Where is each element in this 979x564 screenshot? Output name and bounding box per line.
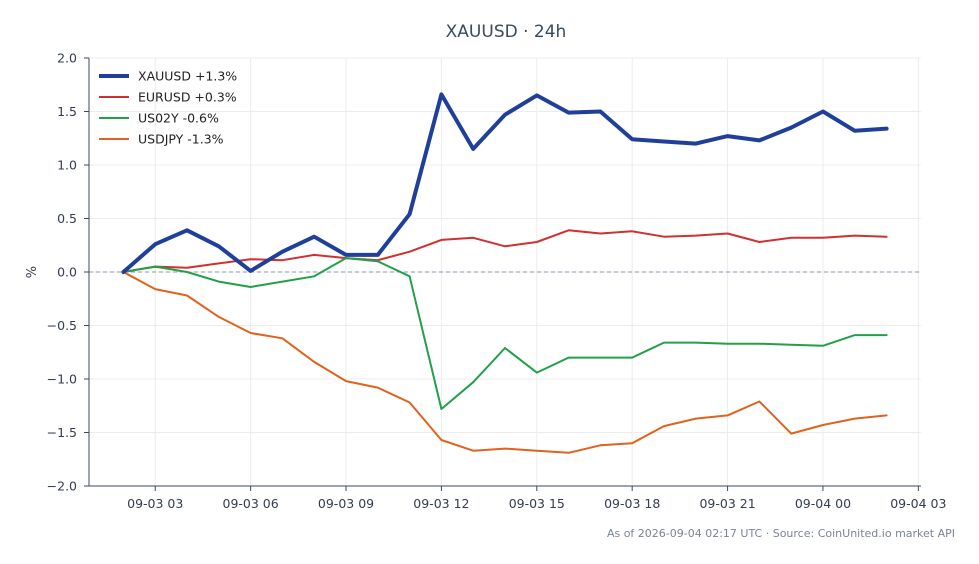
series-lines (121, 92, 889, 454)
legend: XAUUSD +1.3% EURUSD +0.3% US02Y -0.6% USDJP… (99, 69, 237, 147)
y-tick-label: −1.5 (47, 425, 77, 440)
x-tick-label: 09-03 06 (223, 496, 279, 511)
legend-label: USDJPY -1.3% (138, 132, 224, 147)
x-tick-label: 09-03 18 (604, 496, 660, 511)
axes (84, 57, 921, 491)
y-axis-label: % (25, 266, 40, 278)
x-tick-label: 09-04 03 (890, 496, 946, 511)
tick-labels: −2.0 −1.5 −1.0 −0.5 0.0 0.5 1.0 1.5 2.0 09-03 03 0… (47, 51, 947, 512)
series-line-us02y (122, 257, 888, 410)
y-tick-label: 2.0 (57, 51, 77, 66)
series-line-eurusd (122, 229, 888, 273)
x-tick-label: 09-03 21 (699, 496, 755, 511)
x-tick-label: 09-04 00 (795, 496, 851, 511)
series-line-xauusd (121, 92, 889, 274)
y-tick-label: −0.5 (47, 318, 77, 333)
chart-footer: As of 2026-09-04 02:17 UTC · Source: Coi… (607, 527, 955, 540)
x-tick-label: 09-03 15 (509, 496, 565, 511)
chart-title: XAUUSD · 24h (446, 22, 567, 42)
x-tick-label: 09-03 09 (318, 496, 374, 511)
y-tick-label: 0.0 (57, 265, 77, 280)
legend-label: US02Y -0.6% (138, 111, 219, 126)
legend-label: EURUSD +0.3% (138, 90, 237, 105)
y-tick-label: 1.5 (57, 104, 77, 119)
y-tick-label: 1.0 (57, 158, 77, 173)
y-tick-label: −2.0 (47, 479, 77, 494)
x-tick-label: 09-03 12 (413, 496, 469, 511)
y-tick-label: −1.0 (47, 372, 77, 387)
y-tick-label: 0.5 (57, 211, 77, 226)
series-line-usdjpy (122, 271, 888, 454)
legend-label: XAUUSD +1.3% (138, 69, 237, 84)
x-tick-label: 09-03 03 (127, 496, 183, 511)
